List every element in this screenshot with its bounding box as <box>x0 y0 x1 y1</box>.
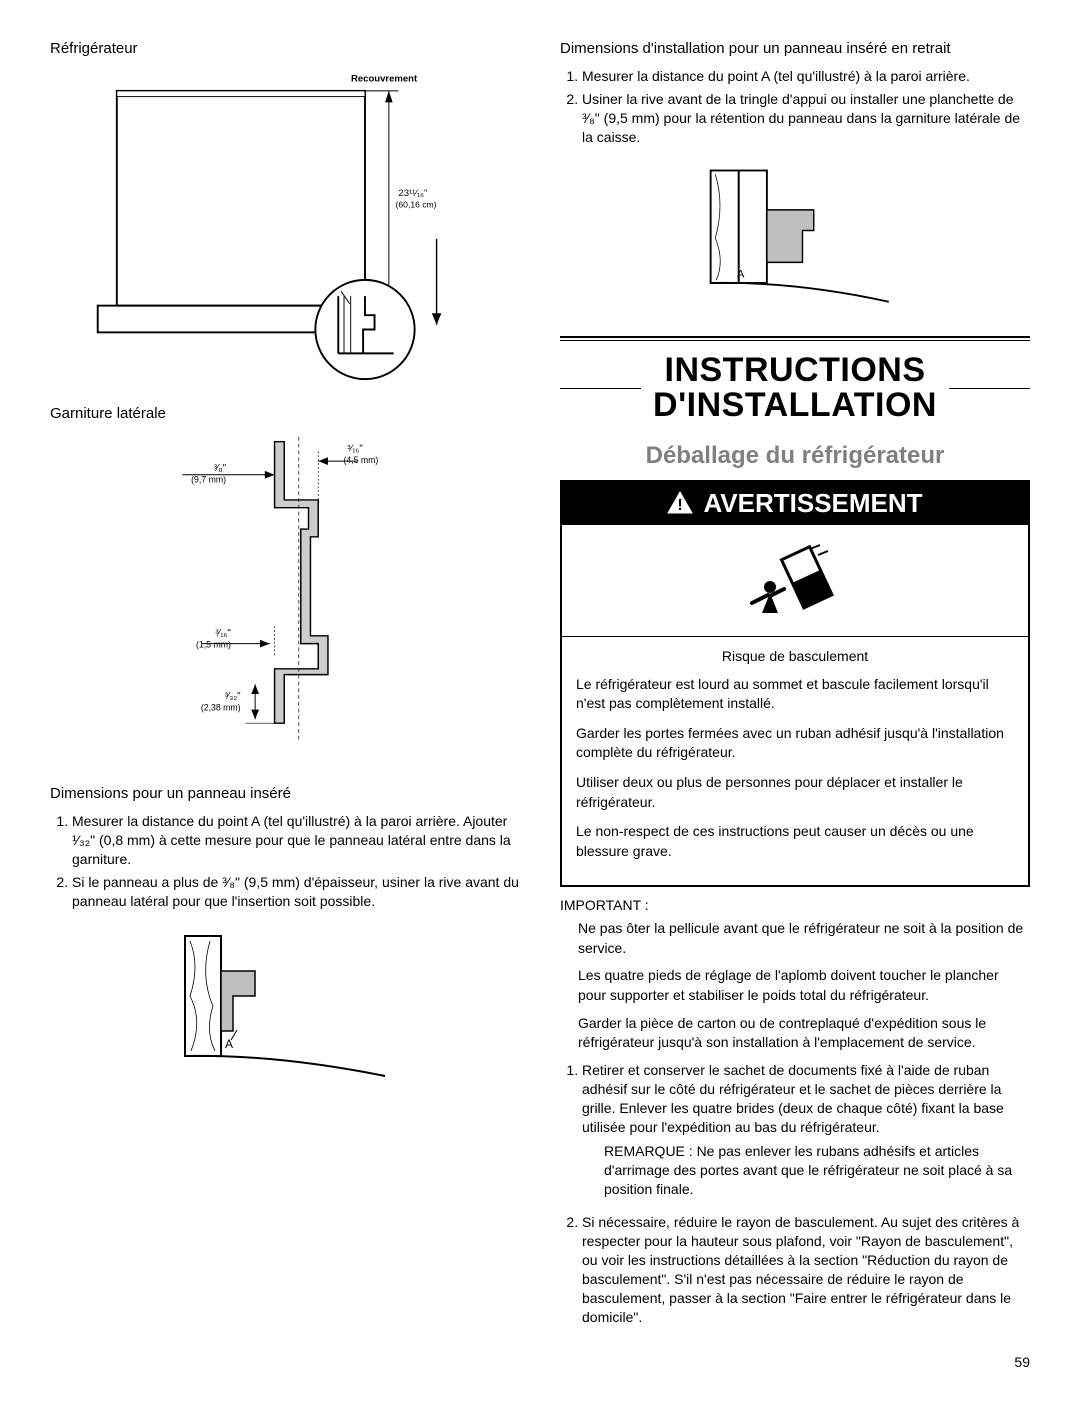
main-title-line1: INSTRUCTIONS <box>665 351 926 389</box>
dim-inches: 23¹¹⁄₁₆" <box>398 188 427 199</box>
unpack-step: Retirer et conserver le sachet de docume… <box>582 1061 1030 1199</box>
recess-step: Mesurer la distance du point A (tel qu'i… <box>582 67 1030 86</box>
recess-step: Usiner la rive avant de la tringle d'app… <box>582 90 1030 147</box>
left-step: Mesurer la distance du point A (tel qu'i… <box>72 812 520 869</box>
svg-text:A: A <box>737 268 745 280</box>
diagram-point-a-left: A <box>50 926 520 1089</box>
svg-text:³⁄₁₆": ³⁄₁₆" <box>215 628 231 639</box>
subtitle: Déballage du réfrigérateur <box>560 442 1030 470</box>
unpack-step: Si nécessaire, réduire le rayon de bascu… <box>582 1213 1030 1326</box>
title-row: INSTRUCTIONS D'INSTALLATION <box>560 353 1030 424</box>
unpack-steps: Retirer et conserver le sachet de docume… <box>560 1061 1030 1327</box>
unpack-note: REMARQUE : Ne pas enlever les rubans adh… <box>604 1142 1030 1199</box>
page-layout: Réfrigérateur Recouvrement 23¹¹⁄₁₆" (60,… <box>50 40 1030 1342</box>
warning-p4: Le non-respect de ces instructions peut … <box>576 822 1014 861</box>
svg-text:(1,5 mm): (1,5 mm) <box>196 639 231 649</box>
title-rule-left <box>560 388 641 389</box>
warning-p1: Le réfrigérateur est lourd au sommet et … <box>576 675 1014 714</box>
important-bullet: Les quatre pieds de réglage de l'aplomb … <box>578 966 1030 1005</box>
left-step: Si le panneau a plus de ³⁄₈" (9,5 mm) d'… <box>72 873 520 911</box>
diagram-refrigerator-side: Recouvrement 23¹¹⁄₁₆" (60,16 cm) <box>50 67 520 385</box>
tip-hazard-icon <box>562 525 1028 637</box>
side-trim-label: Garniture latérale <box>50 405 520 422</box>
fridge-label: Réfrigérateur <box>50 40 520 57</box>
main-title: INSTRUCTIONS D'INSTALLATION <box>653 353 937 424</box>
svg-text:(4,5 mm): (4,5 mm) <box>343 455 378 465</box>
important-label: IMPORTANT : <box>560 897 1030 913</box>
dim-cm: (60,16 cm) <box>396 199 437 209</box>
svg-text:³⁄₈": ³⁄₈" <box>214 463 227 474</box>
left-steps-list: Mesurer la distance du point A (tel qu'i… <box>50 812 520 910</box>
recess-steps-list: Mesurer la distance du point A (tel qu'i… <box>560 67 1030 147</box>
warning-text: Risque de basculement Le réfrigérateur e… <box>562 637 1028 885</box>
right-column: Dimensions d'installation pour un pannea… <box>560 40 1030 1342</box>
unpack-step-text: Retirer et conserver le sachet de docume… <box>582 1062 1004 1135</box>
svg-text:(2,38 mm): (2,38 mm) <box>201 703 241 713</box>
dimensions-heading: Dimensions pour un panneau inséré <box>50 785 520 802</box>
svg-text:³⁄₃₂": ³⁄₃₂" <box>225 691 242 702</box>
important-bullet: Ne pas ôter la pellicule avant que le ré… <box>578 919 1030 958</box>
diagram-side-trim-profile: ³⁄₈" (9,7 mm) ³⁄₁₆" (4,5 mm) ³⁄₁₆" (1,5 … <box>50 432 520 765</box>
left-column: Réfrigérateur Recouvrement 23¹¹⁄₁₆" (60,… <box>50 40 520 1342</box>
warning-bar: ! AVERTISSEMENT <box>562 482 1028 525</box>
warning-word: AVERTISSEMENT <box>703 488 922 519</box>
overlap-label: Recouvrement <box>351 73 418 84</box>
warning-p3: Utiliser deux ou plus de personnes pour … <box>576 773 1014 812</box>
recess-heading: Dimensions d'installation pour un pannea… <box>560 40 1030 57</box>
divider-heavy <box>560 336 1030 338</box>
warning-risk: Risque de basculement <box>576 647 1014 667</box>
important-bullet: Garder la pièce de carton ou de contrepl… <box>578 1014 1030 1053</box>
svg-text:!: ! <box>678 497 683 514</box>
warning-box: ! AVERTISSEMENT <box>560 480 1030 887</box>
warning-p2: Garder les portes fermées avec un ruban … <box>576 724 1014 763</box>
warning-triangle-icon: ! <box>667 491 693 515</box>
main-title-line2: D'INSTALLATION <box>653 386 937 424</box>
page-number: 59 <box>50 1354 1030 1370</box>
title-rule-right <box>949 388 1030 389</box>
diagram-point-a-right: A <box>560 163 1030 316</box>
important-bullets: Ne pas ôter la pellicule avant que le ré… <box>578 919 1030 1053</box>
svg-text:(9,7 mm): (9,7 mm) <box>191 474 226 484</box>
divider-thin <box>560 340 1030 341</box>
svg-text:³⁄₁₆": ³⁄₁₆" <box>347 443 363 454</box>
